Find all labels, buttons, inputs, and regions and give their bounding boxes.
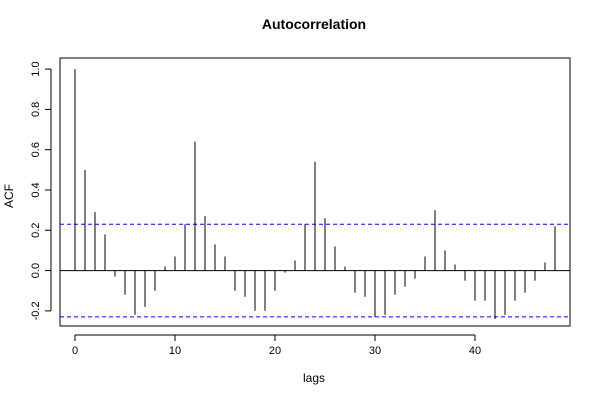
chart-marks: 0 10 20 30 40 -0.2 0.0 0.2 0.4 0.6 0.8 1.0 bbox=[30, 61, 570, 357]
y-tick-label: 0.8 bbox=[30, 102, 42, 117]
y-tick-label: 1.0 bbox=[30, 61, 42, 76]
plot-frame bbox=[59, 57, 571, 327]
y-tick-label: -0.2 bbox=[30, 301, 42, 320]
x-tick-label: 30 bbox=[369, 345, 381, 357]
y-tick-label: 0.6 bbox=[30, 142, 42, 157]
x-tick-label: 10 bbox=[169, 345, 181, 357]
x-axis-label: lags bbox=[303, 371, 325, 385]
y-tick-label: 0.0 bbox=[30, 263, 42, 278]
y-tick-label: 0.2 bbox=[30, 223, 42, 238]
chart-title: Autocorrelation bbox=[262, 16, 366, 32]
x-tick-label: 20 bbox=[269, 345, 281, 357]
x-tick-label: 40 bbox=[469, 345, 481, 357]
x-tick-label: 0 bbox=[72, 345, 78, 357]
y-tick-label: 0.4 bbox=[30, 182, 42, 197]
y-axis-label: ACF bbox=[2, 184, 16, 208]
